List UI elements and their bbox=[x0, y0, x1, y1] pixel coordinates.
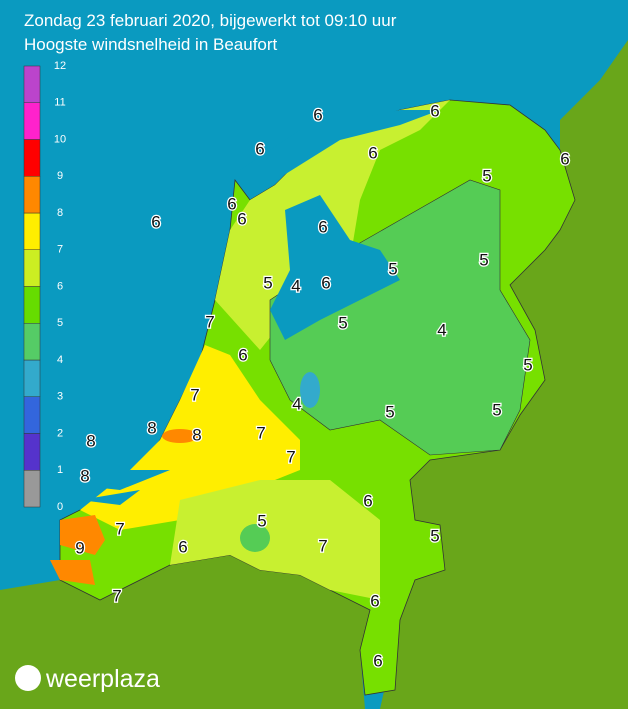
map-label: 7 bbox=[205, 312, 214, 331]
zone-7-south bbox=[170, 480, 380, 600]
map-label: 8 bbox=[147, 418, 156, 437]
legend-swatch bbox=[23, 212, 41, 250]
map-label: 6 bbox=[373, 651, 382, 670]
map-label: 6 bbox=[255, 139, 264, 158]
map-label: 6 bbox=[227, 194, 236, 213]
ijsselmeer bbox=[270, 195, 400, 340]
map-label: 7 bbox=[286, 447, 295, 466]
map-label: 6 bbox=[318, 217, 327, 236]
belgium bbox=[0, 555, 370, 709]
legend-swatch bbox=[23, 65, 41, 103]
map-label: 5 bbox=[482, 166, 491, 185]
legend-swatch bbox=[23, 102, 41, 140]
wadden-sea bbox=[240, 110, 440, 190]
estuaries bbox=[75, 470, 170, 505]
veluwemeer bbox=[300, 372, 320, 408]
map-label: 8 bbox=[80, 466, 89, 485]
legend-label: 11 bbox=[54, 97, 65, 109]
map-label: 5 bbox=[523, 355, 532, 374]
legend-swatch bbox=[23, 396, 41, 434]
map-label: 8 bbox=[86, 431, 95, 450]
map-label: 5 bbox=[492, 400, 501, 419]
map-label: 5 bbox=[257, 511, 266, 530]
map-label: 7 bbox=[112, 586, 121, 605]
zone-9-zeeland bbox=[50, 515, 105, 585]
legend-swatch bbox=[23, 249, 41, 287]
map-label: 7 bbox=[318, 536, 327, 555]
map-label: 5 bbox=[388, 259, 397, 278]
legend-label: 0 bbox=[57, 501, 63, 513]
map-label: 5 bbox=[385, 402, 394, 421]
title: Zondag 23 februari 2020, bijgewerkt tot … bbox=[24, 11, 397, 30]
map-label: 7 bbox=[115, 519, 124, 538]
zone-4-center bbox=[269, 179, 531, 456]
subtitle: Hoogste windsnelheid in Beaufort bbox=[24, 35, 278, 54]
map-label: 5 bbox=[479, 250, 488, 269]
map-label: 6 bbox=[430, 101, 439, 120]
logo: weerplaza bbox=[45, 665, 160, 693]
map-label: 6 bbox=[363, 491, 372, 510]
map-label: 4 bbox=[292, 394, 301, 413]
legend-label: 2 bbox=[57, 427, 63, 439]
map-label: 6 bbox=[368, 143, 377, 162]
map-label: 7 bbox=[190, 385, 199, 404]
map-label: 6 bbox=[178, 537, 187, 556]
map-label: 6 bbox=[237, 209, 246, 228]
map-label: 6 bbox=[560, 149, 569, 168]
map-label: 7 bbox=[256, 423, 265, 442]
map-label: 5 bbox=[430, 526, 439, 545]
map-label: 6 bbox=[313, 105, 322, 124]
map-label: 6 bbox=[370, 591, 379, 610]
legend-swatch bbox=[23, 433, 41, 471]
legend-swatch bbox=[23, 176, 41, 214]
map-label: 9 bbox=[75, 538, 84, 557]
logo-icon bbox=[15, 665, 41, 691]
map-label: 8 bbox=[192, 425, 201, 444]
legend-label: 1 bbox=[57, 464, 63, 476]
legend-label: 4 bbox=[57, 354, 63, 366]
legend-label: 7 bbox=[57, 244, 63, 256]
legend-label: 12 bbox=[54, 60, 66, 72]
map-label: 5 bbox=[263, 273, 272, 292]
map-label: 6 bbox=[151, 212, 160, 231]
zone-5-brabant bbox=[240, 524, 270, 552]
legend-label: 3 bbox=[57, 391, 63, 403]
legend-label: 10 bbox=[54, 133, 66, 145]
map-label: 6 bbox=[238, 345, 247, 364]
map-label: 5 bbox=[338, 313, 347, 332]
legend-swatch bbox=[23, 470, 41, 508]
legend-swatch bbox=[23, 323, 41, 361]
zone-8-coast bbox=[162, 429, 198, 443]
legend-label: 6 bbox=[57, 280, 63, 292]
legend-swatch bbox=[23, 359, 41, 397]
map-label: 4 bbox=[437, 320, 446, 339]
map-label: 6 bbox=[321, 273, 330, 292]
map-label: 4 bbox=[291, 276, 300, 295]
legend-swatch bbox=[23, 286, 41, 324]
legend-label: 5 bbox=[57, 317, 63, 329]
legend-label: 9 bbox=[57, 170, 63, 182]
legend-label: 8 bbox=[57, 207, 63, 219]
legend-swatch bbox=[23, 139, 41, 177]
